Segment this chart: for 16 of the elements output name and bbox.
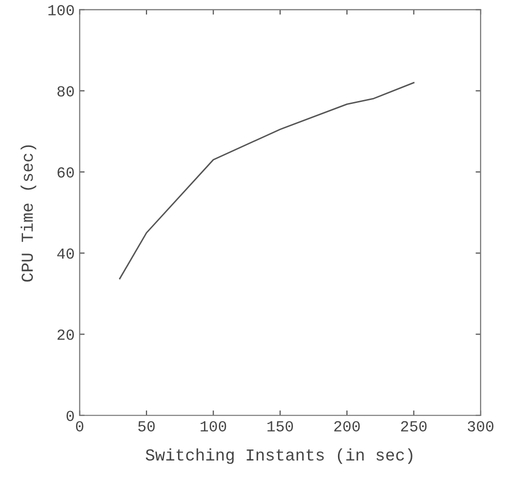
x-tick-label: 250 [401,421,427,432]
y-tick-label: 60 [58,167,74,178]
line-series [119,82,414,280]
x-axis-title: Switching Instants (in sec) [146,448,412,464]
x-tick-label: 200 [334,421,360,432]
y-axis-title: CPU Time (sec) [20,145,36,282]
x-tick-label: 150 [267,421,293,432]
y-tick-label: 40 [57,248,74,259]
y-tick-label: 100 [48,4,74,16]
y-tick-label: 80 [57,86,74,96]
x-tick-label: 50 [138,421,155,432]
y-tick-label: 0 [66,410,74,422]
x-tick-label: 100 [200,421,226,432]
x-tick-label: 0 [76,421,84,432]
x-tick-label: 300 [468,421,494,432]
y-tick-label: 20 [58,330,74,340]
